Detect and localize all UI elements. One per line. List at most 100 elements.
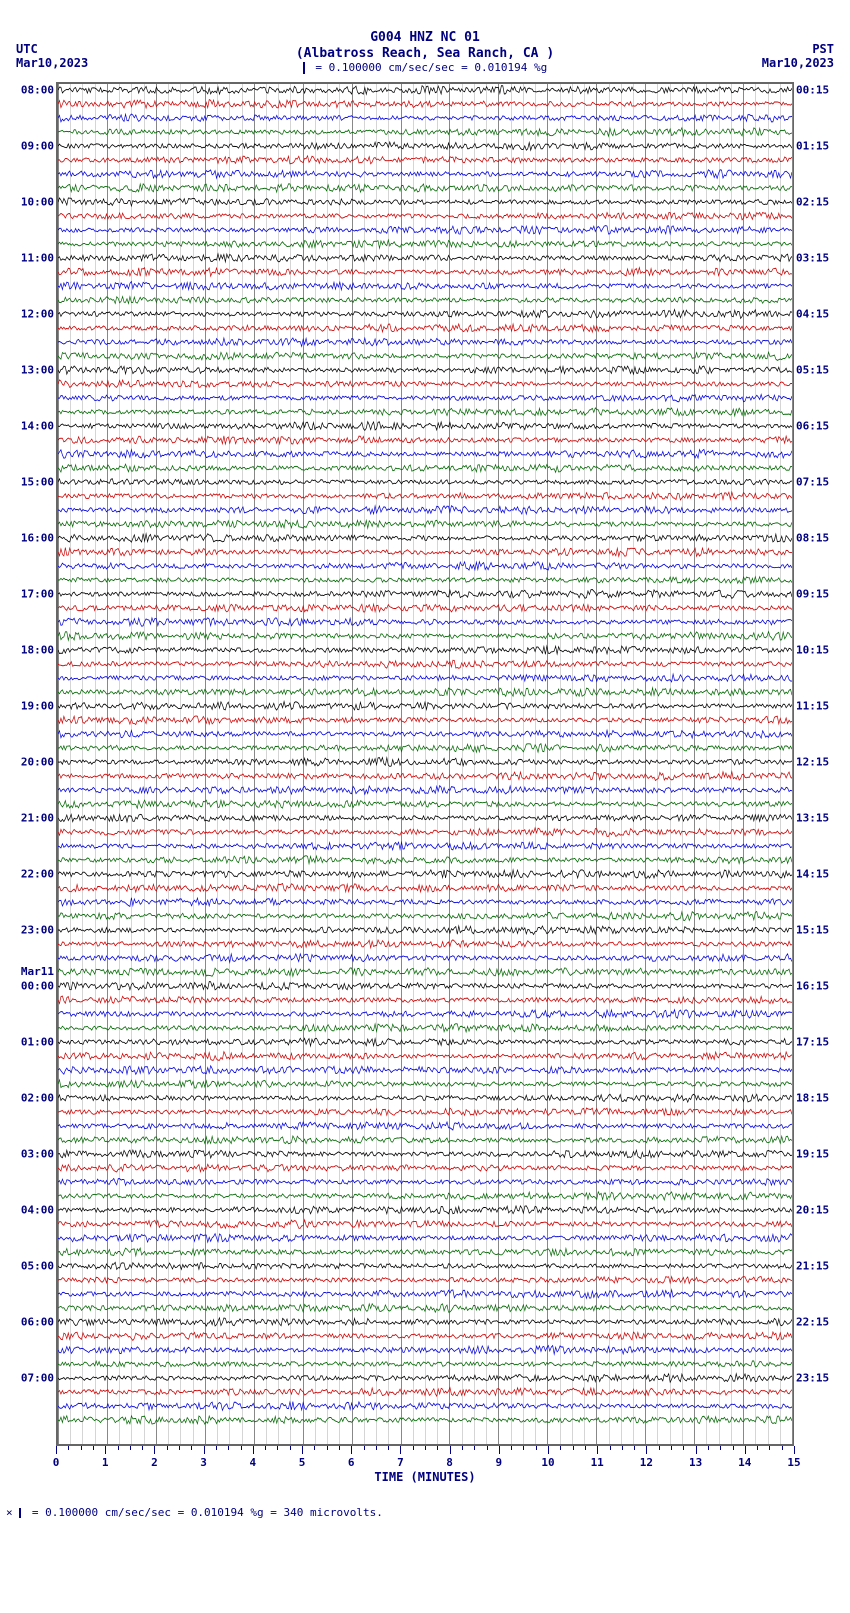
x-tick-minor	[573, 1446, 574, 1450]
x-tick-label: 2	[151, 1456, 158, 1469]
trace-waveform	[58, 951, 792, 965]
trace-row	[58, 1385, 792, 1399]
x-tick-label: 7	[397, 1456, 404, 1469]
x-tick-minor	[81, 1446, 82, 1450]
trace-row	[58, 1189, 792, 1203]
footer-scale: × = 0.100000 cm/sec/sec = 0.010194 %g = …	[0, 1486, 850, 1529]
trace-row: 11:0003:15	[58, 251, 792, 265]
trace-row	[58, 377, 792, 391]
trace-row: 08:0000:15	[58, 83, 792, 97]
x-tick	[450, 1446, 451, 1454]
x-tick	[646, 1446, 647, 1454]
x-tick-minor	[536, 1446, 537, 1450]
trace-waveform	[58, 1021, 792, 1035]
trace-waveform	[58, 657, 792, 671]
utc-hour-label: 15:00	[21, 476, 54, 489]
trace-waveform	[58, 1161, 792, 1175]
footer-prefix: ×	[6, 1506, 13, 1519]
tz-right-label: PST	[762, 42, 834, 56]
trace-row	[58, 209, 792, 223]
trace-row	[58, 293, 792, 307]
x-tick	[56, 1446, 57, 1454]
x-tick-minor	[118, 1446, 119, 1450]
trace-row: 14:0006:15	[58, 419, 792, 433]
trace-row	[58, 839, 792, 853]
utc-hour-label: 01:00	[21, 1036, 54, 1049]
x-tick-minor	[130, 1446, 131, 1450]
trace-row	[58, 727, 792, 741]
helicorder-plot: 08:0000:1509:0001:1510:0002:1511:0003:15…	[56, 82, 794, 1446]
utc-hour-label: 04:00	[21, 1204, 54, 1217]
utc-hour-label: 10:00	[21, 196, 54, 209]
tz-left-block: UTC Mar10,2023	[16, 42, 88, 70]
trace-waveform	[58, 769, 792, 783]
trace-row	[58, 1119, 792, 1133]
trace-waveform	[58, 391, 792, 405]
trace-row	[58, 1077, 792, 1091]
day-break-label: Mar11	[21, 966, 54, 979]
trace-row	[58, 517, 792, 531]
trace-waveform	[58, 475, 792, 489]
scale-indicator: = 0.100000 cm/sec/sec = 0.010194 %g	[0, 61, 850, 74]
trace-row	[58, 825, 792, 839]
trace-waveform	[58, 461, 792, 475]
x-tick-minor	[782, 1446, 783, 1450]
trace-waveform	[58, 993, 792, 1007]
x-tick-label: 11	[591, 1456, 604, 1469]
trace-row	[58, 1133, 792, 1147]
trace-waveform	[58, 853, 792, 867]
x-tick-minor	[733, 1446, 734, 1450]
trace-waveform	[58, 1231, 792, 1245]
x-tick-minor	[622, 1446, 623, 1450]
x-tick-minor	[388, 1446, 389, 1450]
trace-waveform	[58, 433, 792, 447]
utc-hour-label: 22:00	[21, 868, 54, 881]
x-tick	[204, 1446, 205, 1454]
trace-waveform	[58, 937, 792, 951]
x-axis-title: TIME (MINUTES)	[374, 1470, 475, 1484]
trace-waveform	[58, 531, 792, 545]
trace-waveform	[58, 1049, 792, 1063]
trace-row: 23:0015:15	[58, 923, 792, 937]
x-tick-minor	[560, 1446, 561, 1450]
trace-row: 01:0017:15	[58, 1035, 792, 1049]
x-tick	[745, 1446, 746, 1454]
x-tick-minor	[720, 1446, 721, 1450]
x-tick-minor	[425, 1446, 426, 1450]
trace-waveform	[58, 1147, 792, 1161]
pst-hour-label: 04:15	[796, 308, 829, 321]
pst-hour-label: 02:15	[796, 196, 829, 209]
x-tick	[400, 1446, 401, 1454]
x-tick-minor	[671, 1446, 672, 1450]
trace-row	[58, 671, 792, 685]
trace-row	[58, 1105, 792, 1119]
trace-row	[58, 167, 792, 181]
trace-waveform	[58, 377, 792, 391]
trace-waveform	[58, 979, 792, 993]
trace-row	[58, 1161, 792, 1175]
utc-hour-label: 14:00	[21, 420, 54, 433]
x-tick-minor	[241, 1446, 242, 1450]
trace-row	[58, 965, 792, 979]
pst-hour-label: 17:15	[796, 1036, 829, 1049]
trace-waveform	[58, 195, 792, 209]
footer-scale-bar-icon	[19, 1508, 21, 1518]
x-tick-label: 10	[541, 1456, 554, 1469]
trace-row	[58, 685, 792, 699]
x-tick-label: 8	[446, 1456, 453, 1469]
pst-hour-label: 07:15	[796, 476, 829, 489]
pst-hour-label: 05:15	[796, 364, 829, 377]
x-tick-minor	[523, 1446, 524, 1450]
trace-row	[58, 1175, 792, 1189]
utc-hour-label: 18:00	[21, 644, 54, 657]
pst-hour-label: 10:15	[796, 644, 829, 657]
trace-waveform	[58, 867, 792, 881]
trace-waveform	[58, 111, 792, 125]
pst-hour-label: 23:15	[796, 1372, 829, 1385]
trace-row	[58, 1273, 792, 1287]
trace-row	[58, 489, 792, 503]
trace-row: 07:0023:15	[58, 1371, 792, 1385]
trace-waveform	[58, 1189, 792, 1203]
trace-row	[58, 321, 792, 335]
trace-waveform	[58, 307, 792, 321]
